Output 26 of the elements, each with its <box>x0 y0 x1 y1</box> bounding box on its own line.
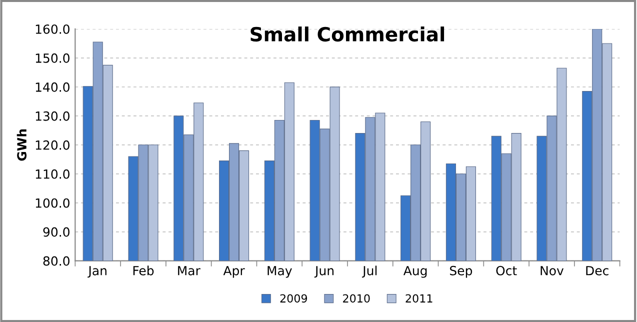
x-tick-label: Apr <box>223 266 245 278</box>
x-tick-label: Dec <box>586 266 608 276</box>
y-tick-label: 140.0 <box>36 82 70 92</box>
x-tick-label: May <box>268 266 292 278</box>
x-tick-label: Mar <box>178 266 200 276</box>
x-tick-label: Feb <box>133 266 154 276</box>
x-tick-label: Aug <box>403 266 427 278</box>
y-tick-label: 150.0 <box>36 53 70 63</box>
y-tick-label: 130.0 <box>36 111 70 121</box>
legend-label: 2011 <box>406 294 432 303</box>
y-tick-label: 100.0 <box>36 198 70 208</box>
y-tick-label: 160.0 <box>36 24 70 34</box>
y-tick-label: 90.0 <box>43 227 70 237</box>
x-tick-label: Nov <box>540 266 564 276</box>
x-tick-label: Oct <box>496 266 517 276</box>
y-tick-label: 120.0 <box>36 140 70 150</box>
y-tick-label: 110.0 <box>36 169 70 179</box>
chart-title: Small Commercial <box>250 26 444 42</box>
x-tick-label: Jul <box>362 266 377 278</box>
legend-label: 2010 <box>343 294 370 303</box>
x-tick-label: Jan <box>88 266 106 278</box>
x-tick-label: Sep <box>450 266 472 278</box>
x-tick-label: Jun <box>314 266 334 278</box>
legend-label: 2009 <box>280 294 308 303</box>
y-axis-title: GWh <box>16 129 27 161</box>
y-tick-label: 80.0 <box>43 256 70 266</box>
